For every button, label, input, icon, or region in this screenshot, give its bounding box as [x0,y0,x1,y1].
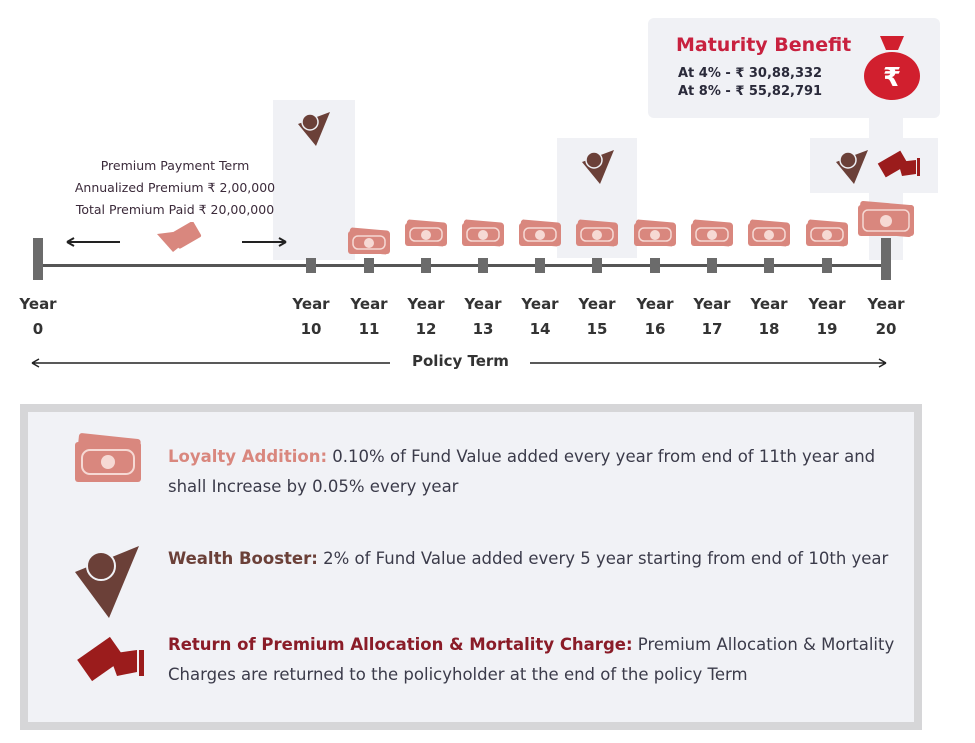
loyalty-addition-icon [348,227,390,255]
year-tick [306,258,316,273]
year-word: Year [750,295,788,313]
year-tick [592,258,602,273]
loyalty-addition-icon [748,219,790,247]
year-tick [707,258,717,273]
legend-wealth-title: Wealth Booster: [168,549,318,568]
svg-text:₹: ₹ [883,63,901,93]
year-number: 15 [586,320,608,338]
total-premium: Total Premium Paid ₹ 20,00,000 [75,202,275,217]
year-number: 12 [415,320,437,338]
return-of-charges-legend-icon [77,636,144,682]
maturity-title: Maturity Benefit [676,34,852,56]
loyalty-addition-icon [75,433,141,482]
policy-term-label: Policy Term [412,352,509,370]
year-label: Year 19 [802,292,852,342]
year-word: Year [578,295,616,313]
loyalty-addition-icon [576,219,618,247]
legend-box: Loyalty Addition: 0.10% of Fund Value ad… [20,404,922,730]
policy-term-arrow-right-icon [530,358,887,368]
loyalty-addition-icon [462,219,504,247]
maturity-4pct: At 4% - ₹ 30,88,332 [678,66,823,81]
year-word: Year [521,295,559,313]
loyalty-addition-icon [519,219,561,247]
year-label: Year 14 [515,292,565,342]
year-tick [822,258,832,273]
wealth-booster-icon [298,112,330,146]
return-of-charges-icon [877,150,920,178]
year-label: Year 11 [344,292,394,342]
year-number: 0 [32,320,44,338]
wealth-booster-icon [836,150,868,184]
legend-loyalty-text: 0.10% of Fund Value added every year fro… [168,447,876,496]
wealth-booster-icon [582,150,614,184]
arrow-right-icon [242,237,287,247]
premium-payment-hand-icon [157,222,202,252]
loyalty-addition-icon [405,219,447,247]
legend-return-title: Return of Premium Allocation & Mortality… [168,635,633,654]
year-word: Year [808,295,846,313]
year-number: 20 [875,320,897,338]
year-number: 10 [300,320,322,338]
year-word: Year [867,295,905,313]
loyalty-addition-icon [634,219,676,247]
year-number: 18 [758,320,780,338]
year-tick [478,258,488,273]
year-label: Year 20 [861,292,911,342]
wealth-booster-legend-icon [75,546,139,618]
year-label: Year 0 [13,292,63,342]
year-label: Year 15 [572,292,622,342]
premium-payment-term: Premium Payment Term [100,158,250,173]
legend-wealth-text: 2% of Fund Value added every 5 year star… [317,549,889,568]
loyalty-addition-icon [691,219,733,247]
year-word: Year [693,295,731,313]
year-tick [33,238,43,280]
year-label: Year 16 [630,292,680,342]
year-number: 11 [358,320,380,338]
year-label: Year 10 [286,292,336,342]
year-label: Year 12 [401,292,451,342]
year-word: Year [19,295,57,313]
year-number: 19 [816,320,838,338]
legend-return: Return of Premium Allocation & Mortality… [168,630,898,690]
year-20-highlight [810,138,938,193]
year-number: 14 [529,320,551,338]
year-tick [650,258,660,273]
legend-loyalty: Loyalty Addition: 0.10% of Fund Value ad… [168,442,898,502]
loyalty-addition-icon [806,219,848,247]
year-tick [364,258,374,273]
timeline-axis [33,264,886,267]
maturity-benefit-box: Maturity Benefit At 4% - ₹ 30,88,332 At … [648,18,940,118]
annualized-premium: Annualized Premium ₹ 2,00,000 [74,180,276,195]
policy-term-arrow-left-icon [31,358,390,368]
premium-payment-info: Premium Payment Term Annualized Premium … [40,155,310,221]
year-label: Year 13 [458,292,508,342]
year-word: Year [350,295,388,313]
year-word: Year [292,295,330,313]
year-tick [764,258,774,273]
year-label: Year 17 [687,292,737,342]
year-label: Year 18 [744,292,794,342]
year-number: 16 [644,320,666,338]
maturity-8pct: At 8% - ₹ 55,82,791 [678,84,823,99]
year-word: Year [407,295,445,313]
legend-wealth: Wealth Booster: 2% of Fund Value added e… [168,544,898,574]
year-tick [535,258,545,273]
loyalty-addition-icon [857,200,915,238]
year-tick [421,258,431,273]
money-bag-rupee-icon: ₹ [864,36,920,100]
year-number: 13 [472,320,494,338]
legend-loyalty-title: Loyalty Addition: [168,447,328,466]
year-tick [881,238,891,280]
arrow-left-icon [66,237,120,247]
year-word: Year [636,295,674,313]
year-number: 17 [701,320,723,338]
legend-return-text: Premium Allocation & Mortality Charges a… [168,635,895,684]
year-word: Year [464,295,502,313]
